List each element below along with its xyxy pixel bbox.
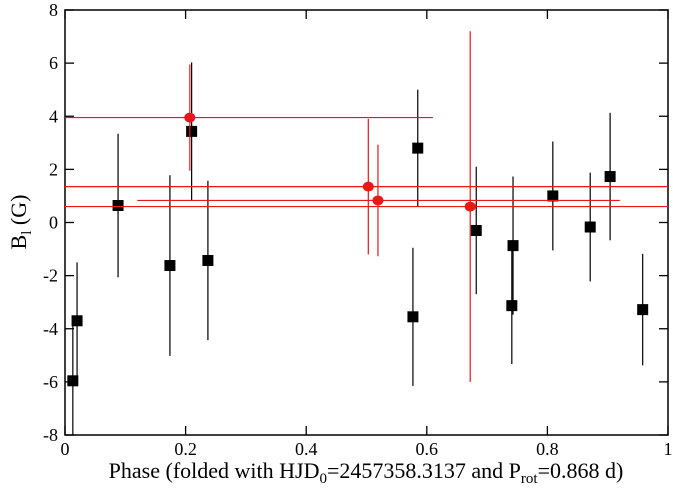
- point: [372, 195, 384, 206]
- y-tick-label: 8: [49, 0, 58, 20]
- point: [407, 311, 419, 323]
- x-tick-label: 0.8: [536, 439, 559, 459]
- x-tick-label: 0.4: [295, 439, 318, 459]
- x-label-sub: rot: [521, 471, 538, 487]
- y-tick-label: -4: [43, 319, 58, 339]
- y-tick-label: 4: [49, 106, 58, 126]
- point: [470, 224, 482, 236]
- x-tick-label: 0.6: [416, 439, 439, 459]
- x-label-part: =2457358.3137 and P: [327, 458, 521, 483]
- x-label-part: Phase (folded with HJD: [109, 458, 320, 483]
- point: [202, 254, 214, 266]
- y-tick-label: -2: [43, 266, 58, 286]
- y-tick-label: 2: [49, 159, 58, 179]
- point: [71, 315, 83, 327]
- point: [584, 221, 596, 233]
- point: [184, 112, 196, 123]
- y-label-part: B: [6, 235, 31, 250]
- point: [506, 300, 518, 312]
- point: [547, 190, 559, 202]
- y-label-part: (G): [6, 195, 31, 231]
- point: [362, 181, 374, 192]
- point: [67, 375, 79, 387]
- x-tick-label: 0: [61, 439, 70, 459]
- x-label-part: =0.868 d): [538, 458, 624, 483]
- point: [604, 171, 616, 183]
- y-axis-label: Bl (G): [6, 195, 35, 250]
- x-tick-label: 1: [664, 439, 673, 459]
- point: [637, 304, 649, 316]
- point: [507, 240, 519, 252]
- point: [412, 142, 424, 154]
- point: [186, 125, 198, 137]
- plot-frame: [64, 9, 669, 436]
- y-tick-label: 0: [49, 213, 58, 233]
- point: [464, 201, 476, 212]
- x-axis-label: Phase (folded with HJD0=2457358.3137 and…: [109, 458, 624, 487]
- point: [112, 200, 124, 211]
- y-tick-label: -6: [43, 372, 58, 392]
- x-label-sub: 0: [319, 471, 327, 487]
- point: [164, 260, 176, 272]
- x-tick-label: 0.2: [174, 439, 197, 459]
- y-label-sub: l: [19, 231, 35, 235]
- y-tick-label: 6: [49, 53, 58, 73]
- y-tick-label: -8: [43, 425, 58, 445]
